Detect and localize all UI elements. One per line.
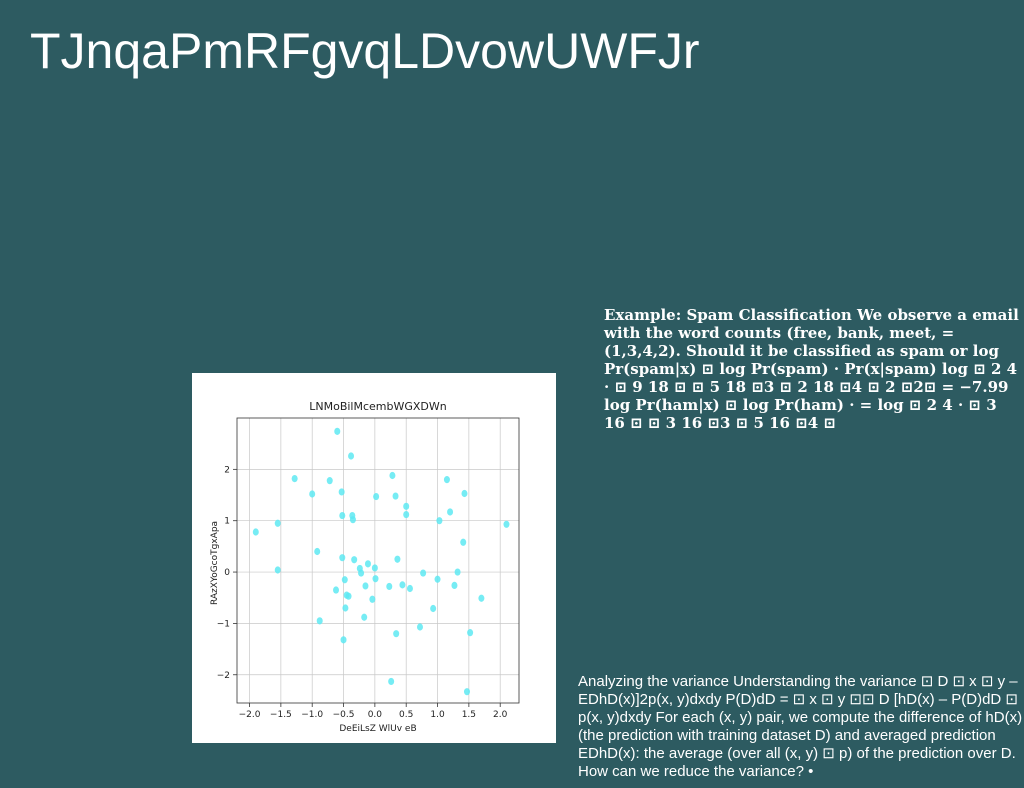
scatter-point (334, 427, 341, 435)
scatter-point (416, 623, 423, 631)
scatter-point (345, 592, 352, 600)
scatter-point (403, 502, 410, 510)
x-tick-label: −1.5 (270, 710, 292, 720)
scatter-point (388, 677, 395, 686)
scatter-point (252, 528, 259, 536)
scatter-point (351, 556, 358, 564)
slide-title: TJnqaPmRFgvqLDvowUWFJr (30, 23, 700, 79)
scatter-point (420, 569, 427, 577)
scatter-point (436, 517, 443, 525)
scatter-point (358, 569, 365, 577)
scatter-point (399, 581, 406, 589)
scatter-point (338, 488, 345, 496)
scatter-point (340, 636, 347, 644)
scatter-point (364, 560, 371, 568)
scatter-point (314, 547, 321, 556)
scatter-point (454, 568, 461, 576)
y-axis-label: RAzXYoGcoTgxApa (210, 521, 220, 605)
scatter-point (326, 477, 333, 485)
x-tick-label: 0.0 (368, 710, 383, 720)
scatter-point (393, 630, 400, 638)
y-tick-label: 2 (224, 465, 230, 475)
scatter-point (443, 476, 450, 484)
scatter-point (274, 519, 281, 527)
example-spam-classification-text: Example: Spam Classification We observe … (604, 306, 1019, 432)
scatter-point (430, 604, 437, 613)
scatter-point (341, 576, 348, 584)
x-tick-label: −0.5 (333, 710, 355, 720)
scatter-point (361, 613, 368, 621)
scatter-point (339, 554, 346, 562)
scatter-point (434, 575, 441, 583)
scatter-point (463, 688, 470, 696)
x-axis-label: DeEiLsZ WlUv eB (339, 724, 416, 734)
y-tick-label: 1 (224, 517, 230, 527)
scatter-point (342, 604, 349, 612)
scatter-point (467, 629, 474, 637)
scatter-point (291, 474, 298, 483)
y-tick-label: −2 (217, 671, 230, 681)
x-tick-label: 0.5 (399, 710, 413, 720)
scatter-point (403, 510, 410, 519)
scatter-point (349, 516, 356, 524)
scatter-point (394, 555, 401, 563)
variance-analysis-text: Analyzing the variance Understanding the… (578, 673, 1023, 780)
scatter-point (371, 564, 378, 572)
scatter-point (451, 581, 458, 590)
y-tick-label: −1 (217, 619, 230, 629)
x-tick-label: 1.0 (430, 710, 445, 720)
chart-ticks: −2.0 −1.5 −1.0 −0.5 0.0 0.5 1.0 1.5 2.0 −2 −1 0 1 2 (217, 465, 508, 720)
x-tick-label: −1.0 (301, 710, 323, 720)
scatter-point (478, 594, 485, 602)
scatter-point (461, 489, 468, 498)
plot-frame (236, 417, 520, 704)
scatter-point (406, 584, 413, 593)
chart-title: LNMoBilMcembWGXDWn (309, 400, 447, 413)
scatter-point (447, 508, 454, 516)
scatter-point (362, 582, 369, 590)
y-tick-label: 0 (224, 568, 230, 578)
scatter-point (386, 582, 393, 591)
x-tick-label: 1.5 (462, 710, 476, 720)
scatter-point (373, 492, 380, 501)
chart-grid (237, 418, 519, 703)
chart-points (252, 427, 510, 696)
scatter-point (274, 566, 281, 574)
scatter-chart: LNMoBilMcembWGXDWn −2.0 −1.5 −1.0 −0.5 0.0 0.… (192, 373, 556, 743)
scatter-point (348, 452, 355, 460)
scatter-point (333, 586, 340, 594)
x-tick-label: −2.0 (239, 710, 261, 720)
scatter-point (316, 617, 323, 625)
scatter-point (339, 511, 346, 520)
scatter-point (372, 575, 379, 583)
scatter-point (389, 471, 396, 480)
scatter-point (392, 492, 399, 500)
scatter-point (460, 538, 467, 546)
scatter-point (309, 490, 316, 498)
x-tick-label: 2.0 (493, 710, 508, 720)
scatter-point (503, 520, 510, 528)
scatter-point (369, 595, 376, 603)
scatter-chart-svg: LNMoBilMcembWGXDWn −2.0 −1.5 −1.0 −0.5 0.0 0.… (210, 400, 520, 734)
